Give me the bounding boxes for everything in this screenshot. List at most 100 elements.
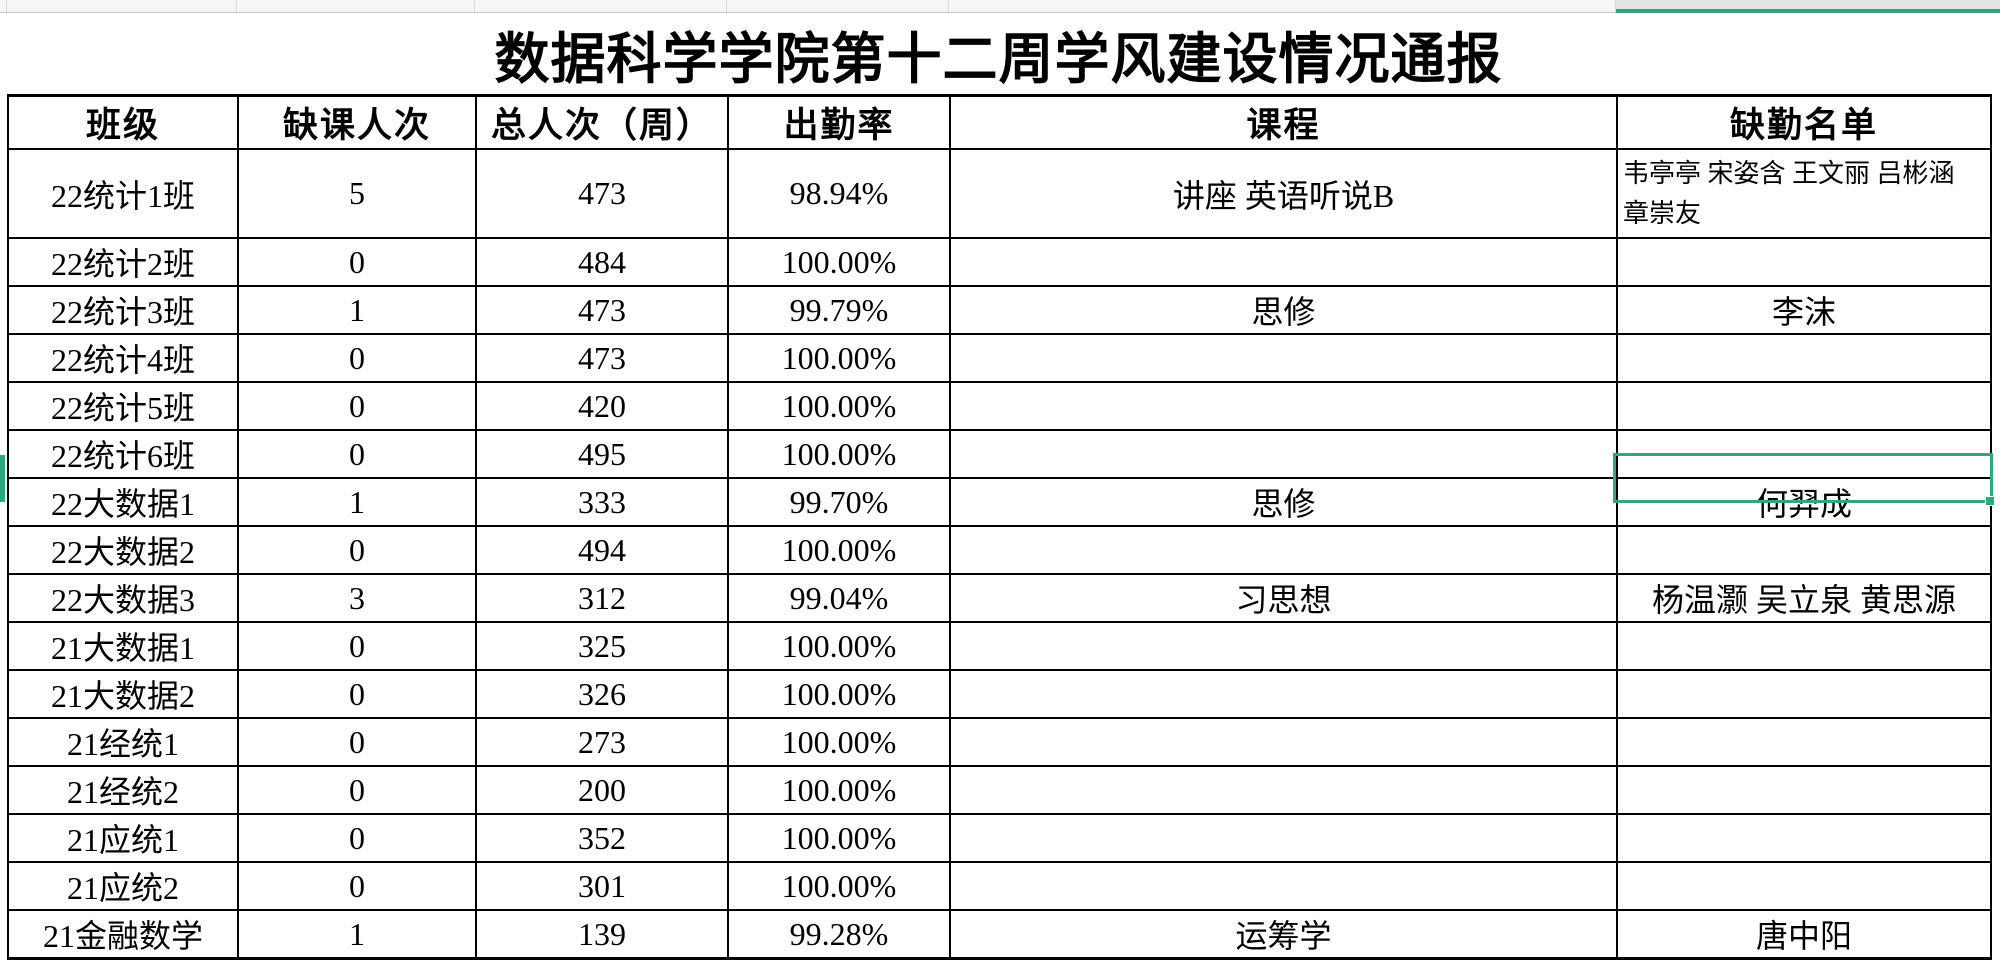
cell-course[interactable] bbox=[949, 861, 1618, 911]
cell-names[interactable]: 何羿成 bbox=[1616, 477, 1992, 527]
cell-names[interactable] bbox=[1616, 765, 1992, 815]
cell-absent[interactable]: 0 bbox=[237, 381, 477, 431]
header-course[interactable]: 课程 bbox=[949, 94, 1618, 150]
cell-names[interactable] bbox=[1616, 813, 1992, 863]
selected-column-header[interactable] bbox=[1616, 0, 2000, 13]
cell-names[interactable] bbox=[1616, 237, 1992, 287]
cell-total[interactable]: 333 bbox=[475, 477, 729, 527]
fill-handle[interactable] bbox=[1985, 496, 1995, 506]
cell-course[interactable] bbox=[949, 429, 1618, 479]
cell-class[interactable]: 22大数据1 bbox=[7, 477, 239, 527]
cell-class[interactable]: 21经统2 bbox=[7, 765, 239, 815]
cell-absent[interactable]: 0 bbox=[237, 813, 477, 863]
cell-course[interactable]: 思修 bbox=[949, 477, 1618, 527]
cell-class[interactable]: 22统计3班 bbox=[7, 285, 239, 335]
cell-absent[interactable]: 0 bbox=[237, 765, 477, 815]
cell-names[interactable]: 韦亭亭 宋姿含 王文丽 吕彬涵 章崇友 bbox=[1616, 148, 1992, 239]
cell-class[interactable]: 22统计5班 bbox=[7, 381, 239, 431]
cell-total[interactable]: 473 bbox=[475, 285, 729, 335]
cell-course[interactable]: 习思想 bbox=[949, 573, 1618, 623]
cell-course[interactable] bbox=[949, 381, 1618, 431]
cell-absent[interactable]: 1 bbox=[237, 477, 477, 527]
cell-class[interactable]: 22统计6班 bbox=[7, 429, 239, 479]
cell-course[interactable] bbox=[949, 525, 1618, 575]
cell-total[interactable]: 494 bbox=[475, 525, 729, 575]
cell-names[interactable]: 唐中阳 bbox=[1616, 909, 1992, 960]
cell-total[interactable]: 352 bbox=[475, 813, 729, 863]
cell-course[interactable] bbox=[949, 669, 1618, 719]
cell-class[interactable]: 21大数据2 bbox=[7, 669, 239, 719]
cell-rate[interactable]: 99.70% bbox=[727, 477, 951, 527]
cell-class[interactable]: 22统计2班 bbox=[7, 237, 239, 287]
cell-absent[interactable]: 5 bbox=[237, 148, 477, 239]
cell-class[interactable]: 21大数据1 bbox=[7, 621, 239, 671]
cell-rate[interactable]: 100.00% bbox=[727, 765, 951, 815]
cell-course[interactable]: 思修 bbox=[949, 285, 1618, 335]
cell-names[interactable] bbox=[1616, 861, 1992, 911]
cell-total[interactable]: 473 bbox=[475, 333, 729, 383]
cell-names[interactable] bbox=[1616, 669, 1992, 719]
column-header-strip[interactable] bbox=[0, 0, 2000, 13]
cell-course[interactable] bbox=[949, 621, 1618, 671]
cell-total[interactable]: 301 bbox=[475, 861, 729, 911]
cell-total[interactable]: 273 bbox=[475, 717, 729, 767]
cell-names[interactable]: 李沫 bbox=[1616, 285, 1992, 335]
cell-absent[interactable]: 0 bbox=[237, 333, 477, 383]
cell-course[interactable] bbox=[949, 813, 1618, 863]
cell-names[interactable] bbox=[1616, 381, 1992, 431]
cell-rate[interactable]: 100.00% bbox=[727, 381, 951, 431]
cell-absent[interactable]: 3 bbox=[237, 573, 477, 623]
cell-class[interactable]: 22大数据3 bbox=[7, 573, 239, 623]
cell-rate[interactable]: 100.00% bbox=[727, 429, 951, 479]
cell-class[interactable]: 21经统1 bbox=[7, 717, 239, 767]
header-names[interactable]: 缺勤名单 bbox=[1616, 94, 1992, 150]
cell-total[interactable]: 484 bbox=[475, 237, 729, 287]
cell-class[interactable]: 22统计4班 bbox=[7, 333, 239, 383]
cell-names[interactable] bbox=[1616, 621, 1992, 671]
cell-rate[interactable]: 100.00% bbox=[727, 861, 951, 911]
cell-rate[interactable]: 100.00% bbox=[727, 237, 951, 287]
cell-rate[interactable]: 100.00% bbox=[727, 669, 951, 719]
cell-absent[interactable]: 0 bbox=[237, 237, 477, 287]
cell-names[interactable] bbox=[1616, 333, 1992, 383]
sheet-title[interactable]: 数据科学学院第十二周学风建设情况通报 bbox=[494, 28, 1503, 90]
cell-names[interactable]: 杨温灏 吴立泉 黄思源 bbox=[1616, 573, 1992, 623]
header-class[interactable]: 班级 bbox=[7, 94, 239, 150]
cell-total[interactable]: 200 bbox=[475, 765, 729, 815]
cell-class[interactable]: 21应统1 bbox=[7, 813, 239, 863]
cell-total[interactable]: 326 bbox=[475, 669, 729, 719]
cell-total[interactable]: 312 bbox=[475, 573, 729, 623]
cell-absent[interactable]: 0 bbox=[237, 717, 477, 767]
header-total[interactable]: 总人次（周） bbox=[475, 94, 729, 150]
cell-absent[interactable]: 1 bbox=[237, 285, 477, 335]
cell-course[interactable] bbox=[949, 333, 1618, 383]
cell-absent[interactable]: 1 bbox=[237, 909, 477, 960]
cell-names[interactable] bbox=[1616, 525, 1992, 575]
cell-total[interactable]: 139 bbox=[475, 909, 729, 960]
header-absent[interactable]: 缺课人次 bbox=[237, 94, 477, 150]
cell-total[interactable]: 420 bbox=[475, 381, 729, 431]
cell-rate[interactable]: 98.94% bbox=[727, 148, 951, 239]
cell-names[interactable] bbox=[1616, 717, 1992, 767]
cell-rate[interactable]: 100.00% bbox=[727, 525, 951, 575]
cell-class[interactable]: 22大数据2 bbox=[7, 525, 239, 575]
cell-absent[interactable]: 0 bbox=[237, 861, 477, 911]
cell-rate[interactable]: 100.00% bbox=[727, 621, 951, 671]
cell-absent[interactable]: 0 bbox=[237, 621, 477, 671]
cell-rate[interactable]: 100.00% bbox=[727, 333, 951, 383]
cell-course[interactable] bbox=[949, 765, 1618, 815]
cell-rate[interactable]: 100.00% bbox=[727, 717, 951, 767]
cell-rate[interactable]: 99.28% bbox=[727, 909, 951, 960]
cell-class[interactable]: 21金融数学 bbox=[7, 909, 239, 960]
cell-rate[interactable]: 99.04% bbox=[727, 573, 951, 623]
cell-class[interactable]: 21应统2 bbox=[7, 861, 239, 911]
cell-course[interactable] bbox=[949, 717, 1618, 767]
cell-course[interactable]: 讲座 英语听说B bbox=[949, 148, 1618, 239]
cell-names[interactable] bbox=[1616, 429, 1992, 479]
header-rate[interactable]: 出勤率 bbox=[727, 94, 951, 150]
cell-total[interactable]: 495 bbox=[475, 429, 729, 479]
cell-absent[interactable]: 0 bbox=[237, 525, 477, 575]
cell-course[interactable] bbox=[949, 237, 1618, 287]
cell-total[interactable]: 325 bbox=[475, 621, 729, 671]
cell-rate[interactable]: 99.79% bbox=[727, 285, 951, 335]
